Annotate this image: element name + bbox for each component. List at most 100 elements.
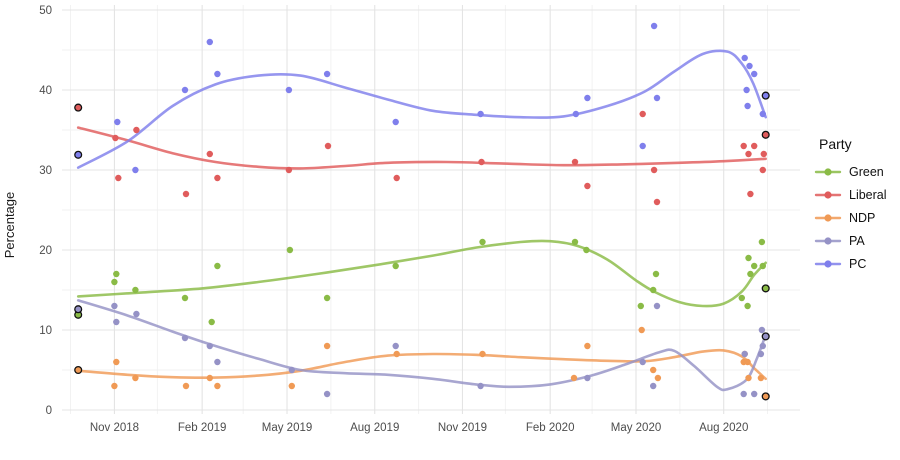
- poll-point-green: [738, 294, 745, 302]
- legend-label-pa: PA: [849, 233, 865, 248]
- election-point-ndp: [74, 365, 83, 375]
- poll-point-pc: [285, 86, 293, 94]
- poll-point-pa: [111, 302, 118, 310]
- poll-point-pa: [323, 390, 331, 398]
- poll-point-pa: [653, 302, 661, 310]
- poll-point-ndp: [638, 326, 645, 334]
- y-tick-label-2: 20: [39, 245, 52, 257]
- poll-point-pc: [650, 22, 658, 30]
- trend-line-green: [76, 239, 767, 308]
- poll-point-pa: [214, 358, 221, 366]
- poll-point-pc: [572, 110, 580, 118]
- y-tick-label-1: 10: [39, 325, 52, 337]
- poll-point-pa: [639, 358, 646, 366]
- poll-point-pc: [639, 142, 646, 150]
- legend-key-pa-icon: [814, 236, 842, 245]
- poll-point-pa: [758, 326, 766, 334]
- y-tick-label-5: 50: [39, 5, 52, 17]
- x-tick-label-6: May 2020: [611, 422, 662, 434]
- poll-point-liberal: [584, 182, 591, 190]
- legend-label-pc: PC: [849, 256, 867, 271]
- poll-point-ndp: [206, 374, 213, 382]
- x-tick-label-4: Nov 2019: [438, 422, 487, 434]
- legend-label-liberal: Liberal: [849, 187, 887, 202]
- poll-point-green: [759, 262, 766, 270]
- poll-point-pa: [288, 366, 295, 374]
- poll-point-green: [747, 270, 754, 278]
- legend-label-green: Green: [849, 164, 884, 179]
- poll-point-green: [286, 246, 294, 254]
- y-tick-label-3: 30: [39, 165, 52, 177]
- legend-key-liberal-icon: [814, 190, 842, 199]
- poll-point-ndp: [111, 382, 118, 390]
- legend-key-ndp-icon: [814, 213, 842, 222]
- poll-point-pc: [206, 38, 213, 46]
- x-tick-label-5: Feb 2020: [526, 422, 575, 434]
- poll-point-pa: [113, 318, 120, 326]
- poll-point-pa: [584, 374, 591, 382]
- election-result-points: [74, 91, 770, 401]
- poll-point-ndp: [113, 358, 120, 366]
- poll-point-liberal: [759, 166, 766, 174]
- poll-point-green: [214, 262, 221, 270]
- poll-point-liberal: [747, 190, 754, 198]
- poll-point-green: [323, 294, 331, 302]
- poll-point-pc: [741, 54, 748, 62]
- trend-line-liberal: [76, 126, 767, 170]
- legend: Party Green Liberal NDP PA PC: [813, 136, 887, 275]
- election-point-pa: [74, 305, 83, 314]
- election-point-liberal: [761, 130, 770, 139]
- legend-item-liberal: Liberal: [813, 183, 887, 206]
- poll-point-ndp: [182, 382, 190, 390]
- x-tick-label-2: May 2019: [262, 422, 313, 434]
- poll-point-liberal: [745, 150, 752, 158]
- poll-point-pc: [132, 166, 139, 174]
- poll-point-ndp: [288, 382, 295, 390]
- poll-point-green: [111, 278, 118, 286]
- poll-point-pa: [133, 310, 140, 318]
- trend-line-pc: [76, 49, 767, 169]
- y-axis-title: Percentage: [2, 192, 17, 259]
- poll-point-liberal: [639, 110, 646, 118]
- poll-point-green: [744, 302, 751, 310]
- legend-label-ndp: NDP: [849, 210, 876, 225]
- poll-points: [111, 22, 767, 398]
- poll-point-pc: [746, 62, 753, 70]
- poll-point-pc: [653, 94, 661, 102]
- poll-point-liberal: [214, 174, 221, 182]
- poll-point-pa: [741, 350, 748, 358]
- x-tick-label-3: Aug 2019: [350, 422, 399, 434]
- poll-point-liberal: [112, 134, 119, 142]
- poll-point-green: [571, 238, 579, 246]
- poll-point-liberal: [115, 174, 122, 182]
- poll-point-pa: [206, 342, 213, 350]
- y-tick-label-0: 0: [46, 405, 52, 417]
- legend-key-pc-icon: [814, 259, 842, 268]
- election-point-pa: [761, 332, 770, 341]
- poll-point-liberal: [760, 150, 767, 158]
- poll-point-liberal: [182, 190, 190, 198]
- trend-lines: [76, 49, 767, 392]
- poll-point-pc: [392, 118, 399, 126]
- x-axis-tick-labels: Nov 2018 Feb 2019 May 2019 Aug 2019 Nov 2019…: [90, 422, 749, 434]
- poll-point-ndp: [479, 350, 486, 358]
- poll-point-pc: [181, 86, 189, 94]
- legend-item-ndp: NDP: [813, 206, 887, 229]
- poll-point-pc: [323, 70, 331, 78]
- legend-item-green: Green: [813, 160, 887, 183]
- poll-point-green: [751, 262, 758, 270]
- legend-item-pc: PC: [813, 252, 887, 275]
- poll-point-pc: [214, 70, 221, 78]
- poll-point-pa: [759, 342, 766, 350]
- x-tick-label-1: Feb 2019: [178, 422, 227, 434]
- poll-point-liberal: [285, 166, 293, 174]
- poll-point-liberal: [393, 174, 400, 182]
- poll-point-liberal: [653, 198, 661, 206]
- election-point-green: [761, 284, 770, 293]
- poll-point-ndp: [650, 366, 657, 374]
- poll-point-green: [208, 318, 215, 326]
- poll-point-green: [758, 238, 766, 246]
- poll-point-green: [392, 262, 399, 270]
